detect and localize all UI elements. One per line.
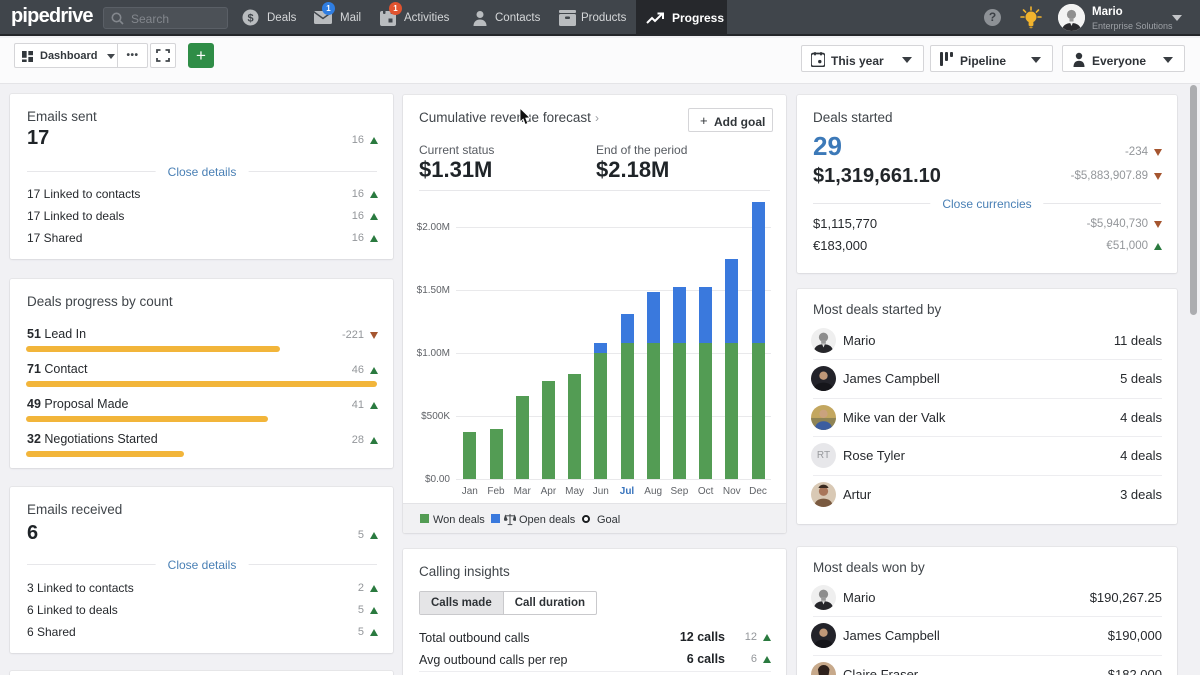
svg-text:$: $ xyxy=(247,13,253,25)
